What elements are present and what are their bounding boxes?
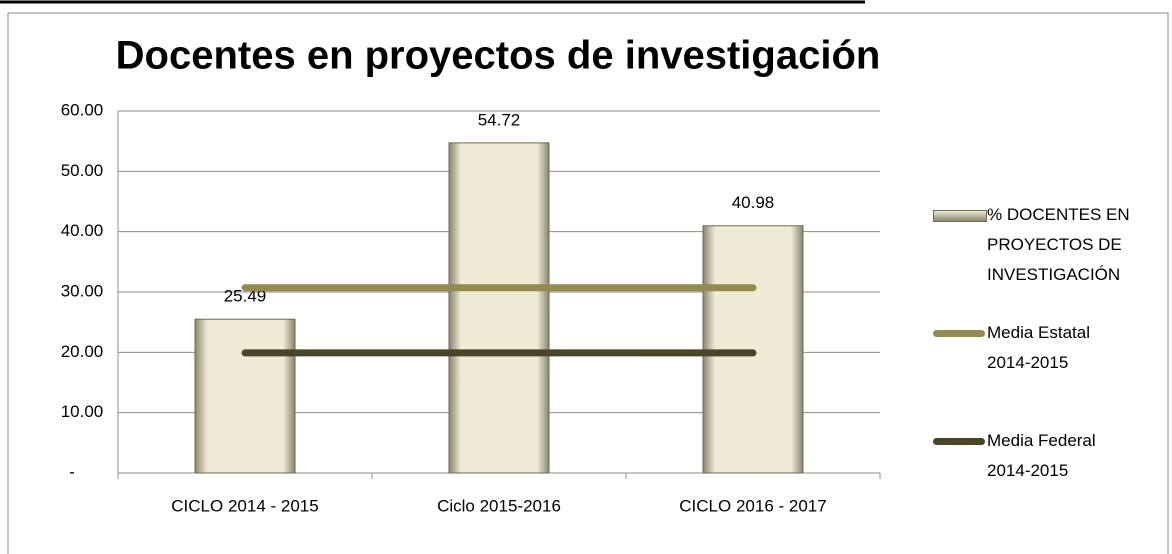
- legend: % DOCENTES EN PROYECTOS DE INVESTIGACIÓN…: [930, 200, 1160, 514]
- bar: [448, 142, 550, 474]
- x-tick-label: CICLO 2014 - 2015: [171, 496, 318, 515]
- chart-title: Docentes en proyectos de investigación: [116, 34, 881, 78]
- legend-label: Media Federal 2014-2015: [987, 431, 1096, 480]
- x-tick-label: CICLO 2016 - 2017: [679, 496, 826, 515]
- bar: [194, 318, 296, 474]
- legend-label: % DOCENTES EN PROYECTOS DE INVESTIGACIÓN: [987, 205, 1130, 284]
- y-tick-label: -: [69, 462, 75, 481]
- data-label: 40.98: [732, 193, 775, 212]
- data-label: 25.49: [224, 287, 267, 306]
- x-tick-label: Ciclo 2015-2016: [437, 496, 561, 515]
- chart-border: [7, 12, 1169, 554]
- y-tick-label: 40.00: [61, 221, 104, 240]
- legend-label: Media Estatal 2014-2015: [987, 323, 1090, 372]
- legend-entry: Media Federal 2014-2015: [930, 426, 1127, 486]
- legend-entry: % DOCENTES EN PROYECTOS DE INVESTIGACIÓN: [930, 200, 1157, 290]
- y-tick-label: 20.00: [61, 342, 104, 361]
- legend-swatch: [933, 438, 985, 445]
- y-tick-label: 50.00: [61, 161, 104, 180]
- data-label: 54.72: [478, 110, 521, 129]
- legend-entry: Media Estatal 2014-2015: [930, 318, 1127, 378]
- legend-swatch: [933, 330, 985, 337]
- y-tick-label: 60.00: [61, 100, 104, 119]
- y-tick-label: 30.00: [61, 281, 104, 300]
- legend-swatch: [933, 210, 987, 222]
- y-tick-label: 10.00: [61, 402, 104, 421]
- bar: [702, 225, 804, 474]
